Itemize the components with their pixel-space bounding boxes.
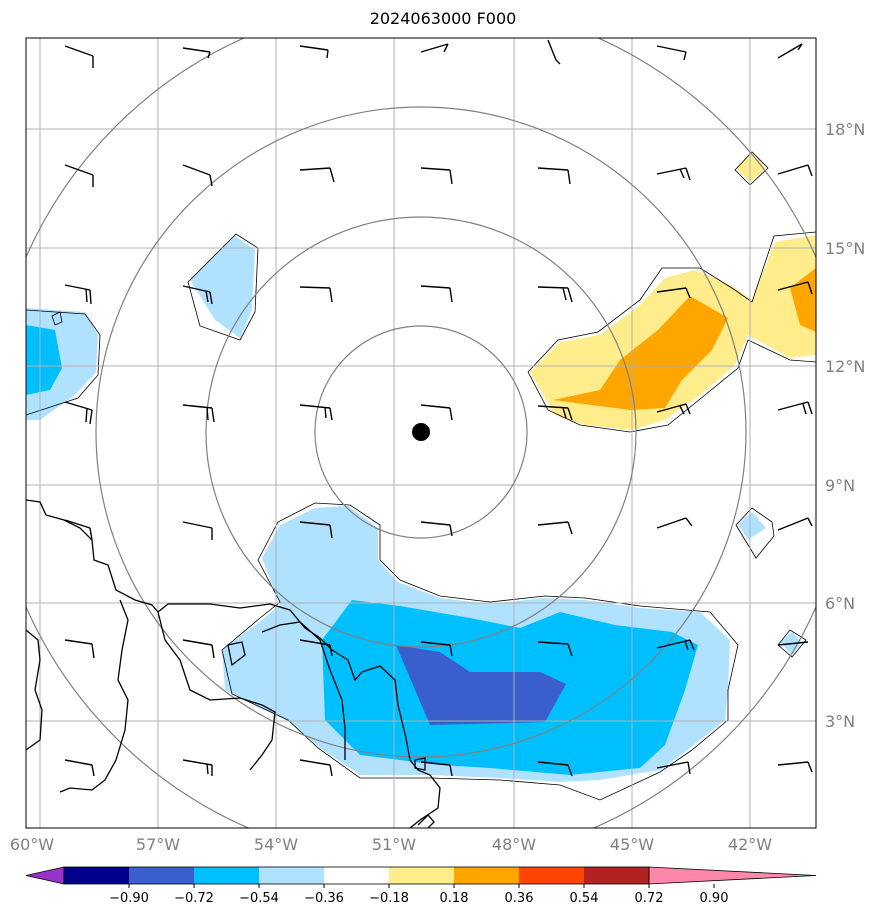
lon-label: 48°W [492, 835, 536, 854]
colorbar-swatch [259, 867, 324, 884]
colorbar-ticks: −0.90 −0.72 −0.54 −0.36 −0.18 0.18 0.36 0.54 0.7… [109, 884, 728, 906]
colorbar-swatch [584, 867, 649, 884]
colorbar-tick-label: −0.54 [239, 891, 279, 906]
lon-label: 54°W [254, 835, 298, 854]
colorbar-tick-label: −0.90 [109, 891, 149, 906]
lon-label: 42°W [728, 835, 772, 854]
lat-label: 15°N [825, 239, 865, 258]
contour-outlines [26, 151, 816, 801]
coastlines [26, 499, 441, 828]
colorbar-tick-label: 0.18 [440, 891, 469, 906]
colorbar-swatch [324, 867, 389, 884]
colorbar-extend-high [648, 866, 817, 885]
colorbar-swatch [519, 867, 584, 884]
colorbar-tick-label: 0.72 [635, 891, 664, 906]
light-blue-region-east [738, 512, 766, 540]
colorbar-tick-label: −0.72 [174, 891, 214, 906]
lat-label: 18°N [825, 120, 865, 139]
lat-label: 6°N [825, 594, 855, 613]
graticule [26, 38, 816, 828]
longitude-labels: 60°W 57°W 54°W 51°W 48°W 45°W 42°W [10, 835, 772, 854]
map-title: 2024063000 F000 [369, 9, 517, 28]
colorbar-swatch [194, 867, 259, 884]
colorbar-extend-low [25, 866, 65, 885]
anomaly-fill-orange [553, 268, 816, 410]
colorbar-swatch [389, 867, 454, 884]
light-blue-region-west [190, 236, 255, 338]
wind-barbs [64, 39, 813, 777]
orange-region [553, 296, 728, 410]
orange-region-edge [790, 268, 816, 332]
colorbar-frame [63, 866, 650, 885]
lat-label: 3°N [825, 712, 855, 731]
storm-center-marker [412, 423, 430, 441]
colorbar-swatch [454, 867, 519, 884]
blue-region-edge [26, 325, 62, 395]
lon-label: 51°W [372, 835, 416, 854]
colorbar-swatch [64, 867, 129, 884]
lon-label: 60°W [10, 835, 54, 854]
colorbar: −0.90 −0.72 −0.54 −0.36 −0.18 0.18 0.36 0.54 0.7… [25, 866, 817, 906]
lat-label: 12°N [825, 357, 865, 376]
yellow-region-small [736, 154, 766, 182]
lon-label: 57°W [136, 835, 180, 854]
colorbar-tick-label: −0.18 [369, 891, 409, 906]
map-frame [25, 37, 817, 829]
lat-label: 9°N [825, 476, 855, 495]
latitude-labels: 18°N 15°N 12°N 9°N 6°N 3°N [825, 120, 865, 731]
colorbar-swatch [129, 867, 194, 884]
colorbar-tick-label: 0.54 [570, 891, 599, 906]
range-rings [26, 38, 816, 828]
colorbar-tick-label: 0.90 [700, 891, 729, 906]
colorbar-tick-label: 0.36 [505, 891, 534, 906]
lon-label: 45°W [610, 835, 654, 854]
map-content [26, 38, 816, 828]
colorbar-tick-label: −0.36 [304, 891, 344, 906]
royal-blue-core [396, 645, 566, 725]
colorbar-swatches [25, 866, 817, 885]
